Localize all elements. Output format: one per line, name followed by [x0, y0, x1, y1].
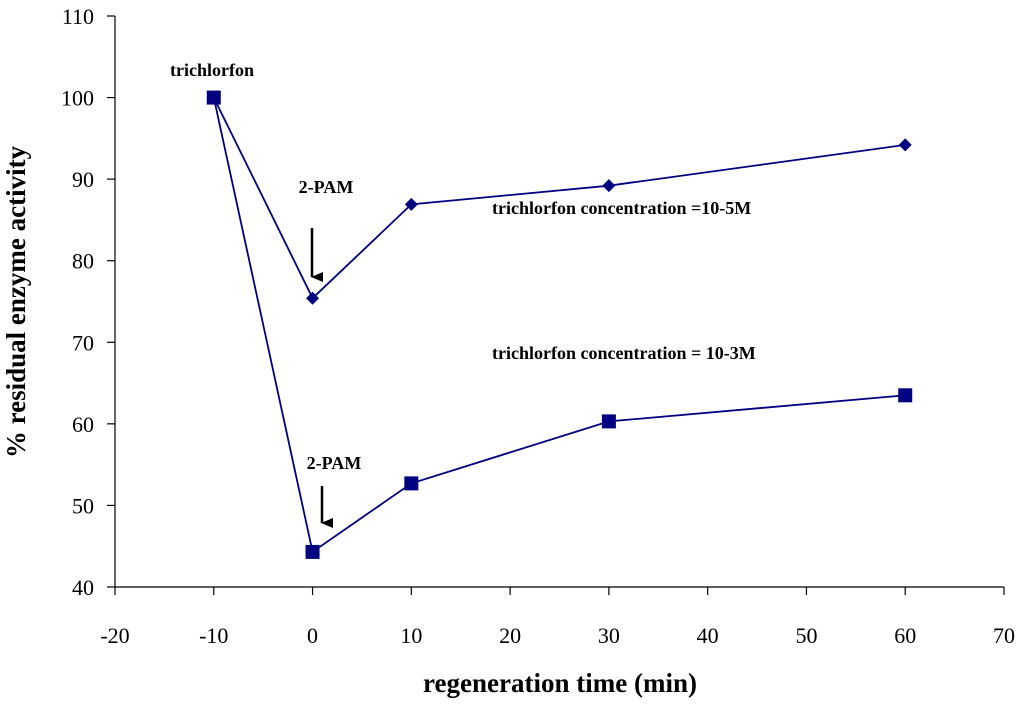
x-tick-label: 0: [307, 623, 318, 648]
x-tick-label: 60: [894, 623, 916, 648]
x-axis-title: regeneration time (min): [423, 668, 697, 698]
data-point-diamond: [602, 179, 616, 193]
annotation-trichlorfon: trichlorfon: [170, 60, 254, 80]
x-tick-label: 20: [499, 623, 521, 648]
data-point-diamond: [898, 138, 912, 152]
series-label-upper: trichlorfon concentration =10-5M: [492, 198, 751, 218]
series-label-lower: trichlorfon concentration = 10-3M: [492, 343, 756, 363]
y-axis-title: % residual enzyme activity: [1, 145, 31, 458]
x-tick-label: 10: [400, 623, 422, 648]
y-tick-label: 80: [72, 249, 94, 274]
annotation-2pam-upper: 2-PAM: [299, 177, 354, 197]
y-tick-label: 100: [61, 86, 94, 111]
annotation-2pam-lower: 2-PAM: [307, 453, 362, 473]
x-tick-label: 40: [697, 623, 719, 648]
x-axis-ticks: -20 -10 0 10 20 30 40 50 60 70: [100, 587, 1015, 648]
data-point-square: [404, 476, 419, 491]
y-axis-ticks: 40 50 60 70 80 90 100 110: [61, 4, 115, 600]
axes: [114, 16, 1004, 588]
x-tick-label: 50: [795, 623, 817, 648]
x-tick-label: -10: [199, 623, 228, 648]
x-tick-label: -20: [100, 623, 129, 648]
y-tick-label: 70: [72, 330, 94, 355]
data-point-square: [305, 544, 320, 559]
data-point-square: [206, 90, 221, 105]
series-layer: [206, 90, 913, 559]
y-tick-label: 90: [72, 167, 94, 192]
y-tick-label: 110: [62, 4, 94, 29]
series-line: [212, 97, 906, 554]
y-tick-label: 40: [72, 575, 94, 600]
data-point-diamond: [306, 291, 320, 305]
data-point-diamond: [404, 197, 418, 211]
data-point-square: [601, 414, 616, 429]
x-tick-label: 70: [993, 623, 1015, 648]
x-tick-label: 30: [598, 623, 620, 648]
series-high-concentration: [206, 90, 913, 559]
y-tick-label: 60: [72, 412, 94, 437]
y-tick-label: 50: [72, 493, 94, 518]
data-point-square: [898, 388, 913, 403]
